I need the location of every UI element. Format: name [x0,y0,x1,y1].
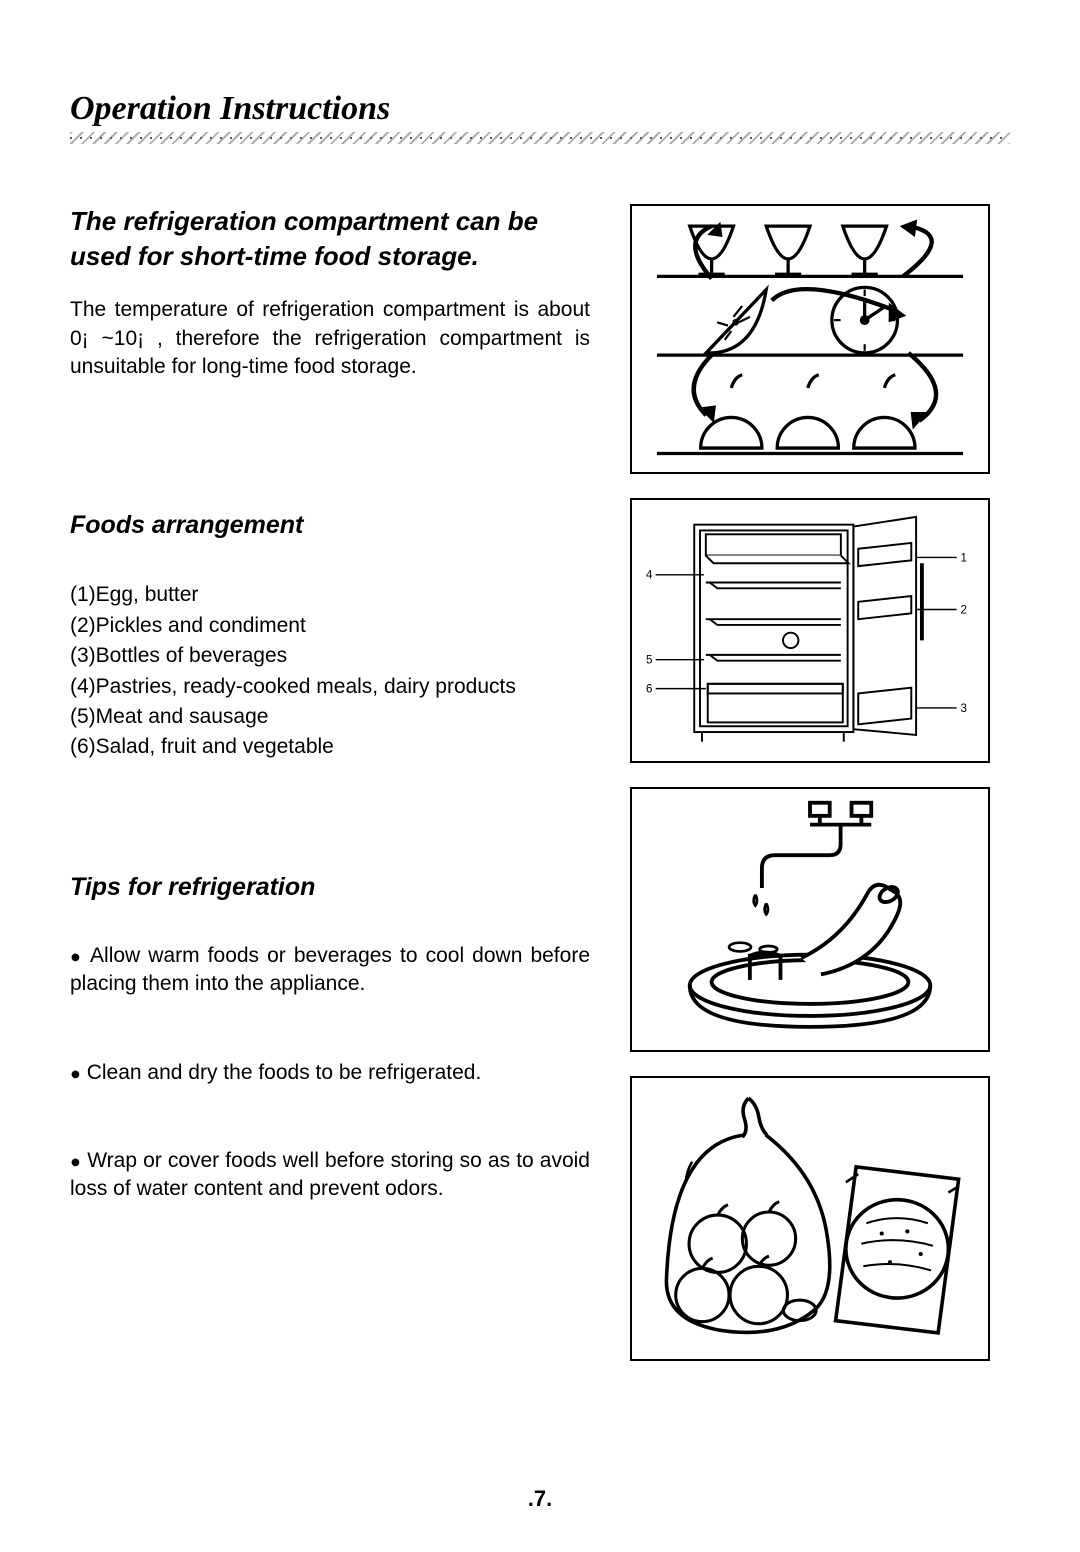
page-title: Operation Instructions [70,90,1010,128]
tips-heading: Tips for refrigeration [70,873,590,902]
list-item: (5)Meat and sausage [70,702,590,732]
callout-label: 4 [646,569,653,581]
food-list: (1)Egg, butter (2)Pickles and condiment … [70,580,590,763]
list-item: (6)Salad, fruit and vegetable [70,732,590,762]
figure-odor-circulation [630,204,990,474]
callout-label: 2 [960,604,966,616]
page-number: .7. [0,1486,1080,1512]
foods-heading: Foods arrangement [70,511,590,540]
tip-item: ● Wrap or cover foods well before storin… [70,1147,590,1204]
list-item: (1)Egg, butter [70,580,590,610]
content-area: The refrigeration compartment can be use… [70,204,1010,1361]
figure-wash-bottle [630,787,990,1052]
intro-heading: The refrigeration compartment can be use… [70,204,590,274]
intro-body: The temperature of refrigeration compart… [70,296,590,381]
callout-label: 1 [960,552,966,564]
tip-item: ● Clean and dry the foods to be refriger… [70,1059,590,1087]
right-column: 1 2 3 4 5 6 [630,204,990,1361]
list-item: (3)Bottles of beverages [70,641,590,671]
callout-label: 3 [960,703,966,715]
tip-list: ● Allow warm foods or beverages to cool … [70,942,590,1264]
tip-item: ● Allow warm foods or beverages to cool … [70,942,590,999]
left-column: The refrigeration compartment can be use… [70,204,590,1361]
figure-fridge-diagram: 1 2 3 4 5 6 [630,498,990,763]
list-item: (2)Pickles and condiment [70,611,590,641]
callout-label: 6 [646,683,652,695]
list-item: (4)Pastries, ready-cooked meals, dairy p… [70,672,590,702]
callout-label: 5 [646,654,652,666]
title-underline [70,132,1010,144]
figure-wrap-foods [630,1076,990,1361]
